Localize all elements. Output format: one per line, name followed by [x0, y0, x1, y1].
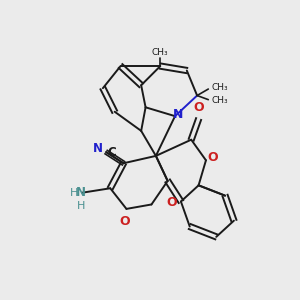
Text: O: O — [193, 101, 204, 114]
Text: H: H — [76, 201, 85, 211]
Text: N: N — [173, 108, 183, 121]
Text: H: H — [70, 188, 78, 198]
Text: CH₃: CH₃ — [152, 48, 169, 57]
Text: CH₃: CH₃ — [212, 96, 229, 105]
Text: CH₃: CH₃ — [212, 83, 229, 92]
Text: N: N — [93, 142, 103, 155]
Text: O: O — [120, 215, 130, 228]
Text: N: N — [76, 186, 86, 199]
Text: O: O — [207, 152, 218, 164]
Text: O: O — [167, 196, 177, 209]
Text: C: C — [107, 146, 116, 159]
